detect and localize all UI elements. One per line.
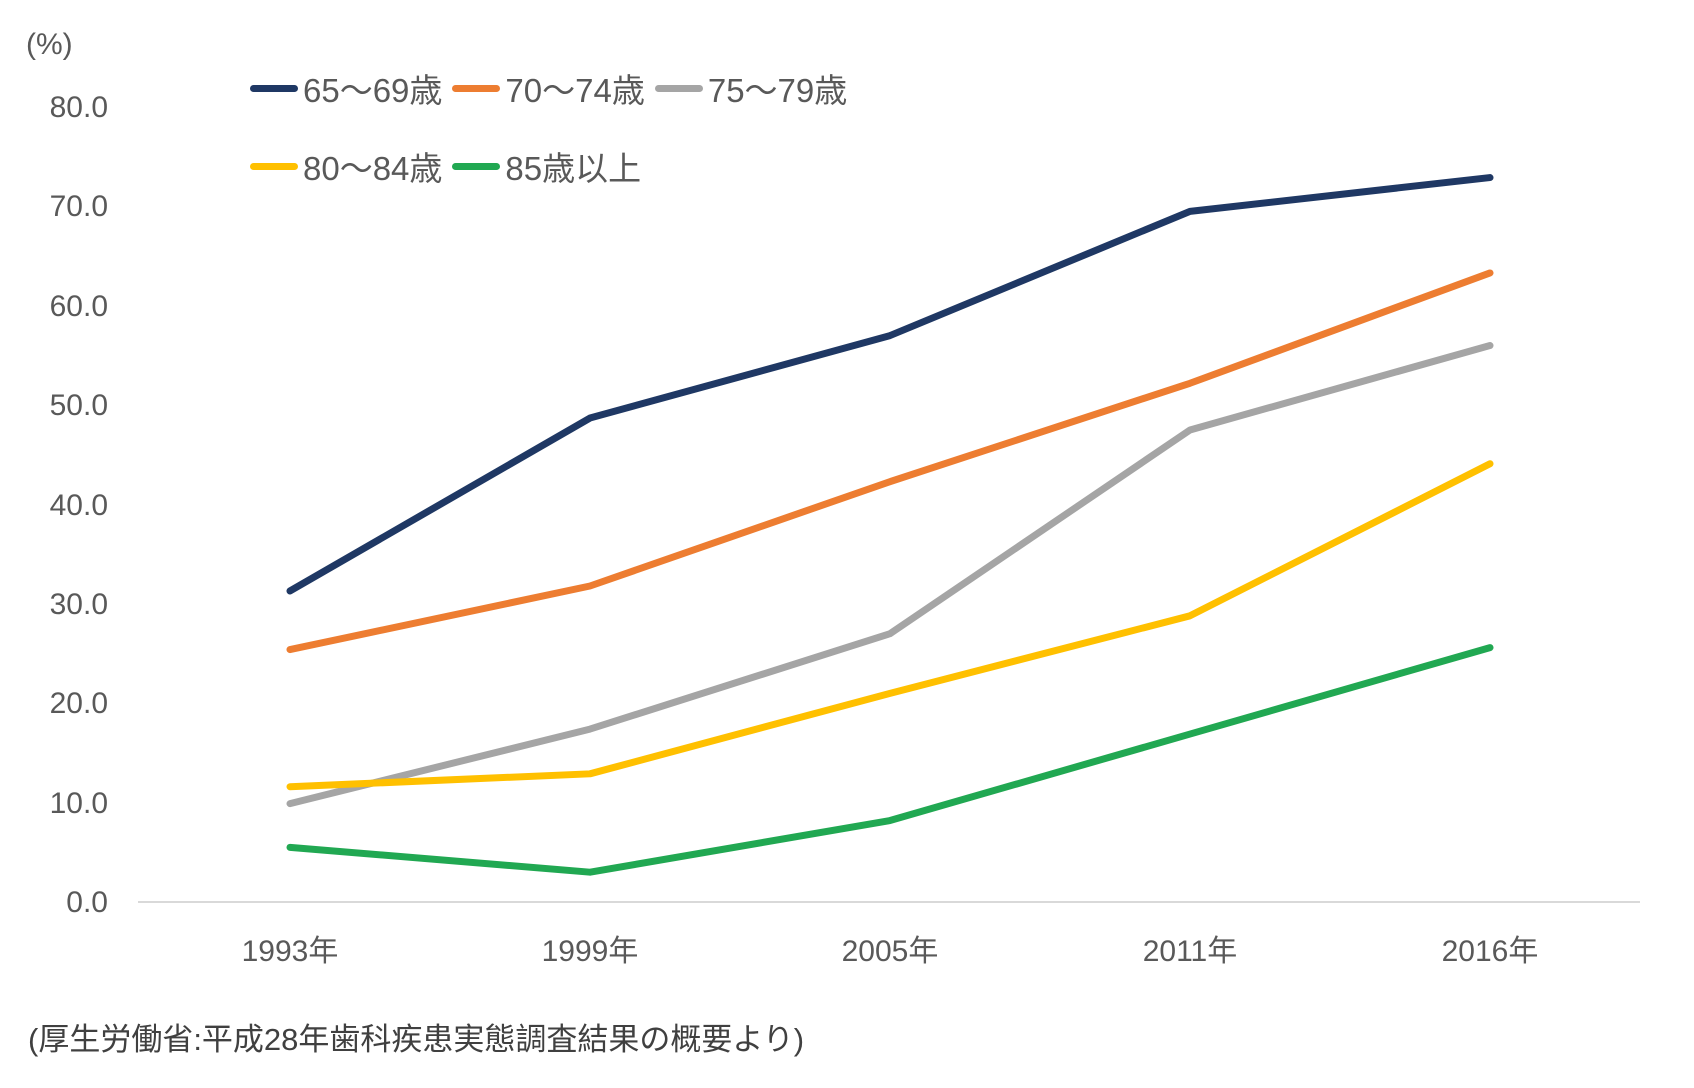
- legend-item-0: 65〜69歳: [250, 64, 442, 112]
- y-tick-label: 0.0: [66, 886, 108, 919]
- y-tick-label: 40.0: [49, 488, 108, 522]
- legend-label: 80〜84歳: [303, 150, 443, 187]
- legend-swatch-icon: [452, 84, 501, 92]
- series-line-2: [286, 342, 1494, 808]
- legend-swatch-icon: [452, 162, 501, 170]
- y-tick-label: 70.0: [49, 190, 108, 224]
- series-line-1: [286, 269, 1494, 654]
- source-note: (厚生労働省:平成28年歯科疾患実態調査結果の概要より): [28, 1022, 805, 1057]
- legend-label: 65〜69歳: [303, 72, 443, 109]
- legend-label: 70〜74歳: [505, 72, 645, 109]
- x-tick-label: 2016年: [1441, 935, 1539, 968]
- legend-row-1: 65〜69歳 70〜74歳 75〜79歳: [250, 66, 847, 110]
- y-tick-label: 80.0: [49, 91, 108, 124]
- x-tick-label: 1993年: [241, 935, 339, 968]
- x-tick-label: 1999年: [541, 935, 639, 968]
- series-line-3: [286, 460, 1494, 791]
- legend-item-2: 75〜79歳: [654, 64, 848, 112]
- y-axis-unit-label: (%): [26, 28, 73, 61]
- legend-item-4: 85歳以上: [452, 142, 641, 190]
- legend-swatch-icon: [250, 84, 298, 92]
- x-tick-label: 2005年: [841, 935, 939, 968]
- legend-label: 75〜79歳: [707, 72, 848, 109]
- legend-item-3: 80〜84歳: [250, 142, 442, 190]
- legend-label: 85歳以上: [505, 150, 642, 187]
- legend-swatch-icon: [250, 162, 298, 170]
- y-tick-label: 50.0: [49, 389, 108, 423]
- legend-swatch-icon: [654, 84, 703, 92]
- series-line-4: [286, 644, 1494, 876]
- x-tick-label: 2011年: [1142, 935, 1238, 968]
- legend-row-2: 80〜84歳 85歳以上: [250, 144, 641, 188]
- series-line-0: [286, 174, 1494, 595]
- y-tick-label: 20.0: [49, 687, 108, 721]
- legend-item-1: 70〜74歳: [452, 64, 645, 112]
- y-tick-label: 10.0: [49, 786, 108, 820]
- y-tick-label: 60.0: [49, 289, 108, 323]
- y-tick-label: 30.0: [49, 587, 108, 621]
